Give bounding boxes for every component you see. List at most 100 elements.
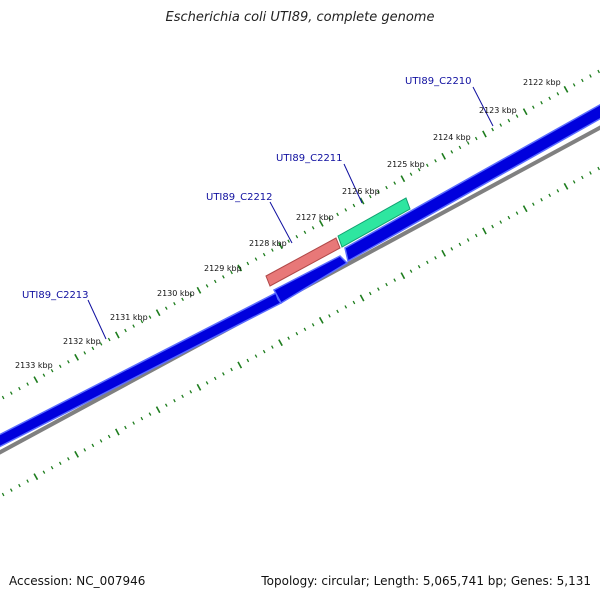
accession-text: Accession: NC_007946 bbox=[9, 574, 146, 588]
scale-tick bbox=[400, 175, 406, 183]
scale-tick bbox=[515, 211, 519, 215]
scale-tick bbox=[352, 300, 356, 305]
scale-tick bbox=[466, 141, 470, 145]
scale-tick bbox=[318, 316, 324, 324]
scale-tick bbox=[393, 181, 397, 185]
scale-tick bbox=[474, 233, 478, 238]
scale-tick bbox=[466, 238, 470, 242]
scale-tick bbox=[352, 203, 356, 208]
scale-tick bbox=[589, 74, 592, 78]
scale-tick bbox=[597, 166, 600, 171]
scale-tick bbox=[393, 278, 397, 282]
scale-tick bbox=[328, 314, 331, 318]
tick-marks bbox=[1, 69, 600, 497]
gene-label-c2212[interactable]: UTI89_C2212 bbox=[206, 192, 273, 203]
scale-tick bbox=[572, 180, 576, 184]
scale-tick bbox=[581, 175, 584, 180]
scale-tick bbox=[205, 381, 209, 385]
scale-tick bbox=[507, 118, 511, 123]
scale-label: 2127 kbp bbox=[296, 213, 334, 222]
scale-tick bbox=[114, 428, 120, 436]
scale-tick bbox=[213, 376, 217, 381]
scale-tick bbox=[295, 331, 299, 336]
scale-tick bbox=[132, 324, 135, 328]
scale-tick bbox=[532, 105, 535, 109]
scale-tick bbox=[58, 461, 62, 466]
scale-tick bbox=[318, 219, 324, 227]
scale-tick bbox=[385, 185, 388, 190]
cds-block-right[interactable] bbox=[344, 102, 600, 263]
scale-tick bbox=[83, 351, 87, 355]
scale-tick bbox=[230, 367, 233, 372]
scale-tick bbox=[278, 339, 283, 347]
scale-tick bbox=[556, 92, 560, 96]
scale-tick bbox=[173, 398, 176, 403]
scale-tick bbox=[385, 282, 388, 287]
scale-tick bbox=[344, 305, 348, 309]
scale-tick bbox=[344, 208, 348, 212]
gene-label-c2213[interactable]: UTI89_C2213 bbox=[22, 290, 89, 301]
scale-tick bbox=[213, 279, 217, 284]
scale-tick bbox=[1, 492, 5, 497]
page-title: Escherichia coli UTI89, complete genome bbox=[165, 10, 435, 25]
scale-tick bbox=[99, 342, 103, 346]
scale-tick bbox=[237, 264, 243, 272]
scale-label: 2128 kbp bbox=[249, 239, 287, 248]
scale-tick bbox=[336, 212, 339, 217]
scale-tick bbox=[254, 257, 258, 261]
scale-tick bbox=[9, 488, 13, 492]
scale-tick bbox=[434, 159, 437, 163]
scale-tick bbox=[287, 336, 290, 340]
scale-tick bbox=[222, 275, 225, 279]
scale-tick bbox=[581, 78, 584, 83]
scale-tick bbox=[499, 220, 503, 224]
scale-tick bbox=[491, 127, 494, 132]
scale-tick bbox=[196, 383, 202, 391]
cds-block-middle[interactable] bbox=[272, 255, 349, 305]
scale-tick bbox=[99, 439, 103, 443]
scale-tick bbox=[563, 85, 569, 93]
scale-tick bbox=[164, 403, 168, 407]
scale-tick bbox=[50, 368, 54, 373]
scale-tick bbox=[42, 373, 46, 377]
gene-leader-c2213 bbox=[87, 299, 107, 340]
genome-summary-text: Topology: circular; Length: 5,065,741 bp… bbox=[261, 574, 591, 588]
scale-tick bbox=[499, 123, 503, 127]
scale-tick bbox=[67, 360, 70, 364]
scale-tick bbox=[434, 256, 437, 260]
scale-tick bbox=[155, 406, 161, 414]
scale-tick bbox=[450, 150, 454, 154]
scale-tick bbox=[271, 345, 274, 349]
scale-label: 2129 kbp bbox=[204, 264, 242, 273]
scale-tick bbox=[114, 331, 120, 339]
scale-label: 2132 kbp bbox=[63, 337, 101, 346]
scale-tick bbox=[287, 239, 290, 243]
scale-tick bbox=[132, 421, 135, 425]
scale-tick bbox=[262, 252, 266, 257]
scale-tick bbox=[311, 323, 315, 327]
scale-tick bbox=[74, 353, 79, 361]
scale-label: 2131 kbp bbox=[110, 313, 148, 322]
scale-tick bbox=[271, 248, 274, 252]
scale-tick bbox=[328, 217, 331, 221]
gene-label-c2210[interactable]: UTI89_C2210 bbox=[405, 76, 472, 87]
scale-tick bbox=[515, 114, 519, 118]
scale-tick bbox=[18, 386, 21, 391]
scale-tick bbox=[148, 315, 152, 319]
scale-tick bbox=[246, 261, 250, 266]
scale-tick bbox=[368, 194, 372, 199]
highlight-red-gene[interactable] bbox=[265, 237, 341, 287]
scale-tick bbox=[124, 328, 127, 333]
scale-tick bbox=[359, 294, 365, 302]
scale-label: 2133 kbp bbox=[15, 361, 53, 370]
scale-tick bbox=[303, 327, 307, 332]
scale-tick bbox=[482, 130, 487, 138]
scale-tick bbox=[1, 395, 5, 400]
scale-tick bbox=[9, 391, 13, 395]
scale-tick bbox=[522, 108, 528, 116]
gene-label-c2211[interactable]: UTI89_C2211 bbox=[276, 153, 343, 164]
scale-tick bbox=[74, 450, 79, 458]
highlight-green-gene[interactable] bbox=[337, 197, 411, 248]
scale-tick bbox=[50, 465, 54, 470]
